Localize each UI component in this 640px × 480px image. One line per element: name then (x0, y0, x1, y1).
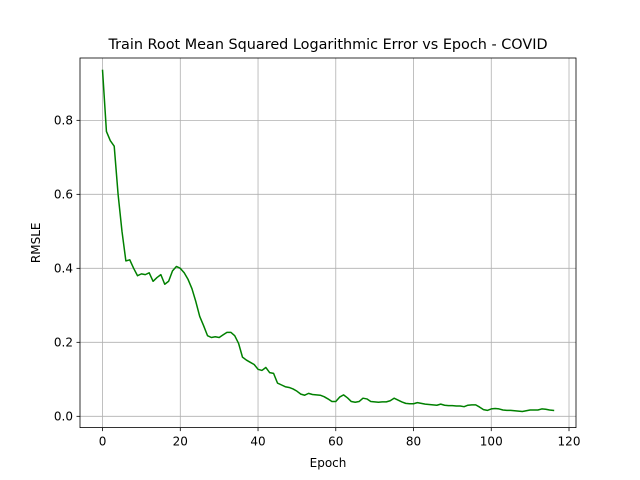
plot-frame (79, 57, 577, 429)
x-tick-label: 60 (328, 435, 343, 449)
y-tick-label: 0.4 (54, 262, 73, 276)
x-tick-label: 120 (558, 435, 581, 449)
x-tick-label: 20 (173, 435, 188, 449)
y-tick-label: 0.8 (54, 114, 73, 128)
x-tick-label: 100 (480, 435, 503, 449)
y-axis-label: RMSLE (29, 223, 43, 264)
grid (80, 58, 576, 428)
y-tick-label: 0.2 (54, 336, 73, 350)
series-line-0 (101, 69, 555, 413)
x-tick-label: 80 (406, 435, 421, 449)
x-axis-label: Epoch (310, 456, 347, 470)
chart-title: Train Root Mean Squared Logarithmic Erro… (107, 37, 547, 53)
series-group (101, 69, 555, 413)
x-axis-ticks: 0 20 40 60 80 100 120 (99, 427, 581, 449)
y-tick-label: 0.6 (54, 188, 73, 202)
y-tick-label: 0.0 (54, 410, 73, 424)
x-tick-label: 0 (99, 435, 107, 449)
x-tick-label: 40 (250, 435, 265, 449)
y-axis-ticks: 0.0 0.2 0.4 0.6 0.8 (54, 114, 80, 424)
